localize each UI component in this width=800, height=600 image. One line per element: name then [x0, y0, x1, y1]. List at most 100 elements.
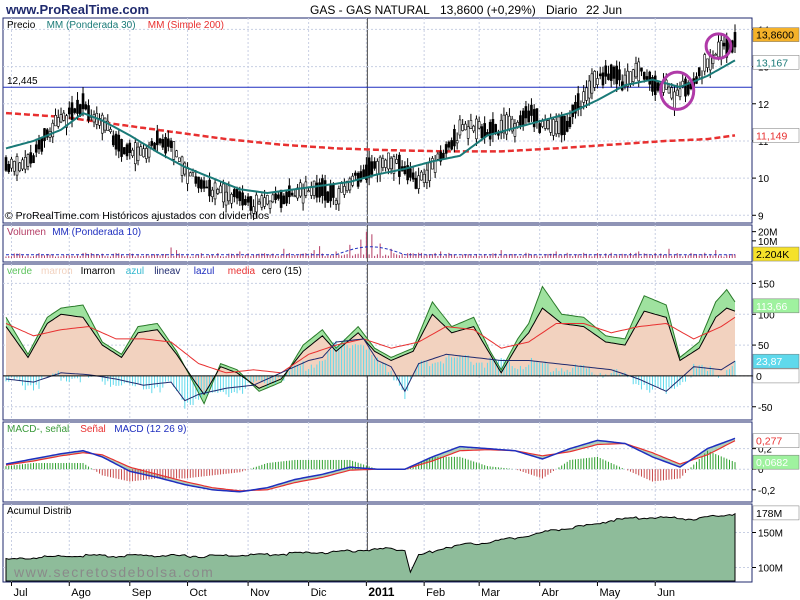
oscillator-ytick-label: -50 — [758, 403, 773, 414]
x-tick-label: 2011 — [368, 585, 394, 599]
mm30-line — [5, 59, 736, 195]
candle-body — [645, 76, 649, 80]
candle-body — [425, 169, 429, 183]
candle-body — [703, 54, 707, 72]
candle-body — [406, 165, 409, 181]
x-tick-label: Dic — [311, 587, 327, 599]
candle-body — [466, 126, 470, 139]
macd-ytick-label: -0,2 — [758, 486, 776, 497]
candle-body — [387, 152, 390, 170]
candle-body — [444, 144, 448, 154]
candle-body — [530, 104, 533, 116]
candle-body — [103, 117, 107, 131]
candle-body — [433, 160, 437, 173]
candle-body — [376, 161, 379, 175]
candle-body — [596, 78, 599, 86]
acum-panel: Acumul Distrib 150M 100M 178M — [2, 503, 800, 583]
candle-body — [664, 79, 668, 90]
acum-last-label: 178M — [756, 508, 782, 520]
signal-last-label: 0,0682 — [756, 457, 788, 469]
candle-body — [59, 114, 63, 123]
candle-body — [246, 196, 250, 203]
candle-body — [519, 115, 522, 126]
candle-body — [288, 185, 291, 198]
candle-body — [670, 87, 674, 99]
candle-body — [263, 197, 266, 207]
candle-body — [642, 71, 646, 80]
candle-body — [290, 192, 294, 196]
candle-body — [563, 115, 566, 135]
candle-body — [370, 161, 374, 175]
candle-body — [417, 175, 420, 189]
x-tick-label: Mar — [481, 587, 500, 599]
macd-line — [5, 437, 736, 493]
candle-body — [65, 115, 68, 128]
macd-legend-item: Señal — [80, 424, 106, 435]
candle-body — [235, 188, 239, 199]
acum-ytick-label: 100M — [758, 564, 783, 575]
candle-body — [488, 121, 492, 140]
candle-body — [450, 140, 453, 150]
x-tick-label: Feb — [426, 587, 445, 599]
price-ytick-label: 12 — [758, 100, 770, 111]
candle-body — [640, 67, 643, 72]
candle-body — [213, 182, 217, 200]
candle-body — [667, 86, 671, 94]
macd-ytick-label: 0,2 — [758, 445, 772, 456]
oscillator-legend-item: azul — [126, 266, 144, 277]
candle-body — [535, 108, 539, 122]
candle-body — [508, 115, 511, 130]
candle-body — [684, 78, 687, 97]
candle-body — [549, 118, 552, 133]
candle-body — [384, 159, 387, 168]
oscillator-ytick-label: 50 — [758, 341, 770, 352]
signal-last-label-box — [752, 454, 800, 470]
candle-body — [312, 180, 316, 196]
candle-body — [590, 73, 594, 94]
candle-body — [389, 157, 393, 170]
candle-body — [538, 123, 541, 133]
candle-body — [653, 75, 657, 96]
price-copyright: © ProRealTime.com Históricos ajustados c… — [5, 210, 269, 222]
candle-body — [722, 42, 726, 47]
volume-legend-item: Volumen — [7, 227, 46, 238]
oscillator-legend-item: lineav — [154, 266, 180, 277]
candle-body — [557, 116, 561, 134]
candle-body — [224, 191, 228, 206]
candle-body — [706, 58, 709, 68]
mm30-last-label: 13,167 — [756, 57, 788, 69]
candle-body — [29, 152, 33, 164]
candle-body — [334, 200, 338, 205]
volume-ma-line — [6, 246, 735, 256]
candle-body — [167, 138, 170, 147]
candle-body — [301, 188, 305, 204]
candle-body — [626, 70, 630, 87]
acum-ytick-label: 150M — [758, 529, 783, 540]
candle-body — [109, 128, 112, 132]
chart-title: GAS - GAS NATURAL — [310, 3, 430, 17]
candle-body — [307, 190, 310, 193]
candle-body — [131, 149, 134, 157]
candle-body — [634, 62, 638, 78]
candle-body — [420, 171, 423, 181]
candle-body — [282, 195, 286, 205]
candle-body — [362, 169, 365, 178]
oscillator-legend-item: marron — [41, 266, 73, 277]
price-last-label: 13,8600 — [756, 30, 794, 42]
candle-body — [552, 119, 555, 136]
candle-body — [601, 72, 605, 86]
macd-legend-item: MACD-, señal — [7, 424, 69, 435]
candle-body — [461, 124, 464, 131]
highlight-oval — [704, 32, 733, 60]
candle-body — [34, 144, 38, 153]
candle-body — [673, 91, 676, 109]
candle-body — [637, 61, 641, 82]
candle-body — [200, 179, 203, 189]
candle-body — [10, 158, 13, 169]
macd-ytick-label: 0 — [758, 465, 764, 476]
x-tick-label: Jul — [14, 587, 28, 599]
candle-body — [87, 105, 90, 121]
osc-cyan-label-box — [752, 353, 800, 369]
candle-body — [260, 195, 264, 208]
